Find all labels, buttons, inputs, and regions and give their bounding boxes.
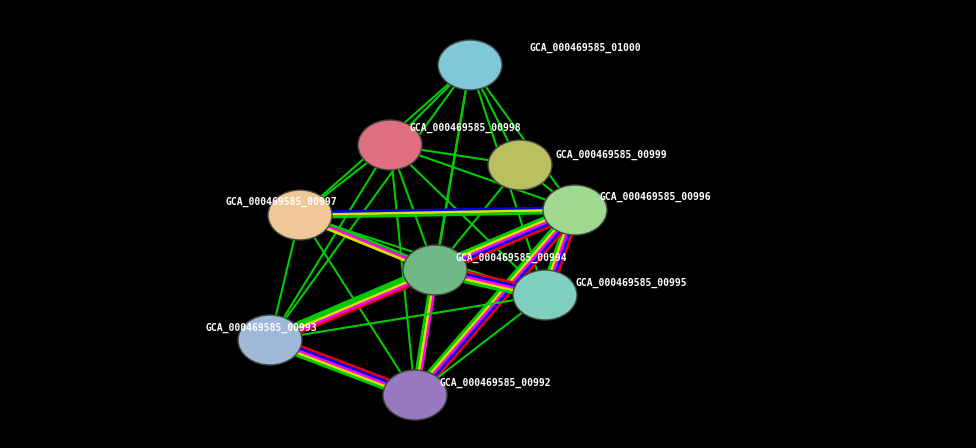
Text: GCA_000469585_00997: GCA_000469585_00997 xyxy=(225,197,337,207)
Text: GCA_000469585_00993: GCA_000469585_00993 xyxy=(206,323,317,333)
Ellipse shape xyxy=(268,190,332,240)
Text: GCA_000469585_00999: GCA_000469585_00999 xyxy=(555,150,667,160)
Ellipse shape xyxy=(513,270,577,320)
Ellipse shape xyxy=(383,370,447,420)
Ellipse shape xyxy=(403,245,467,295)
Ellipse shape xyxy=(238,315,302,365)
Text: GCA_000469585_00992: GCA_000469585_00992 xyxy=(440,378,551,388)
Text: GCA_000469585_00996: GCA_000469585_00996 xyxy=(600,192,712,202)
Ellipse shape xyxy=(438,40,502,90)
Text: GCA_000469585_00995: GCA_000469585_00995 xyxy=(575,278,687,288)
Ellipse shape xyxy=(543,185,607,235)
Text: GCA_000469585_00998: GCA_000469585_00998 xyxy=(410,123,521,133)
Ellipse shape xyxy=(358,120,422,170)
Text: GCA_000469585_00994: GCA_000469585_00994 xyxy=(455,253,567,263)
Ellipse shape xyxy=(488,140,552,190)
Text: GCA_000469585_01000: GCA_000469585_01000 xyxy=(530,43,641,53)
